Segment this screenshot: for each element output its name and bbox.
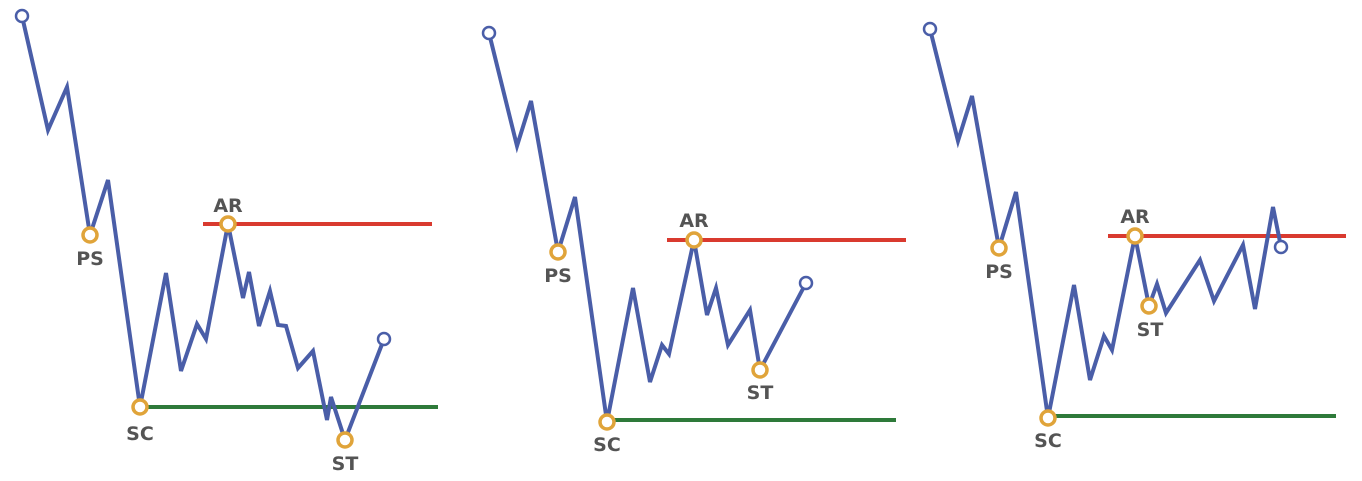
ps-label: PS <box>544 265 572 287</box>
end-point-marker <box>798 275 814 291</box>
sc-marker <box>131 398 149 416</box>
price-path <box>487 32 808 423</box>
ps-label: PS <box>985 261 1013 283</box>
sc-marker <box>1039 409 1057 427</box>
panel-2: PS SC AR ST <box>481 25 906 456</box>
st-marker <box>1140 297 1158 315</box>
start-point-marker <box>922 21 938 37</box>
panel-3: PS SC AR ST <box>922 21 1346 452</box>
price-path <box>20 15 386 446</box>
end-point-marker <box>1273 239 1289 255</box>
start-point-marker <box>481 25 497 41</box>
sc-label: SC <box>126 423 154 445</box>
ps-label: PS <box>76 248 104 270</box>
ar-marker <box>219 215 237 233</box>
st-label: ST <box>747 382 774 404</box>
start-point-marker <box>14 8 30 24</box>
st-label: ST <box>1137 319 1164 341</box>
sc-label: SC <box>1034 430 1062 452</box>
ar-label: AR <box>1120 206 1150 228</box>
sc-marker <box>598 413 616 431</box>
ps-marker <box>990 239 1008 257</box>
end-point-marker <box>376 331 392 347</box>
ar-label: AR <box>213 195 243 217</box>
sc-label: SC <box>593 434 621 456</box>
ar-label: AR <box>679 210 709 232</box>
price-path <box>928 28 1283 419</box>
st-label: ST <box>332 453 359 475</box>
st-marker <box>751 361 769 379</box>
st-marker <box>336 431 354 449</box>
ar-marker <box>1126 227 1144 245</box>
ps-marker <box>549 243 567 261</box>
ar-marker <box>685 231 703 249</box>
ps-marker <box>81 226 99 244</box>
panel-1: PS SC AR ST <box>14 8 438 475</box>
